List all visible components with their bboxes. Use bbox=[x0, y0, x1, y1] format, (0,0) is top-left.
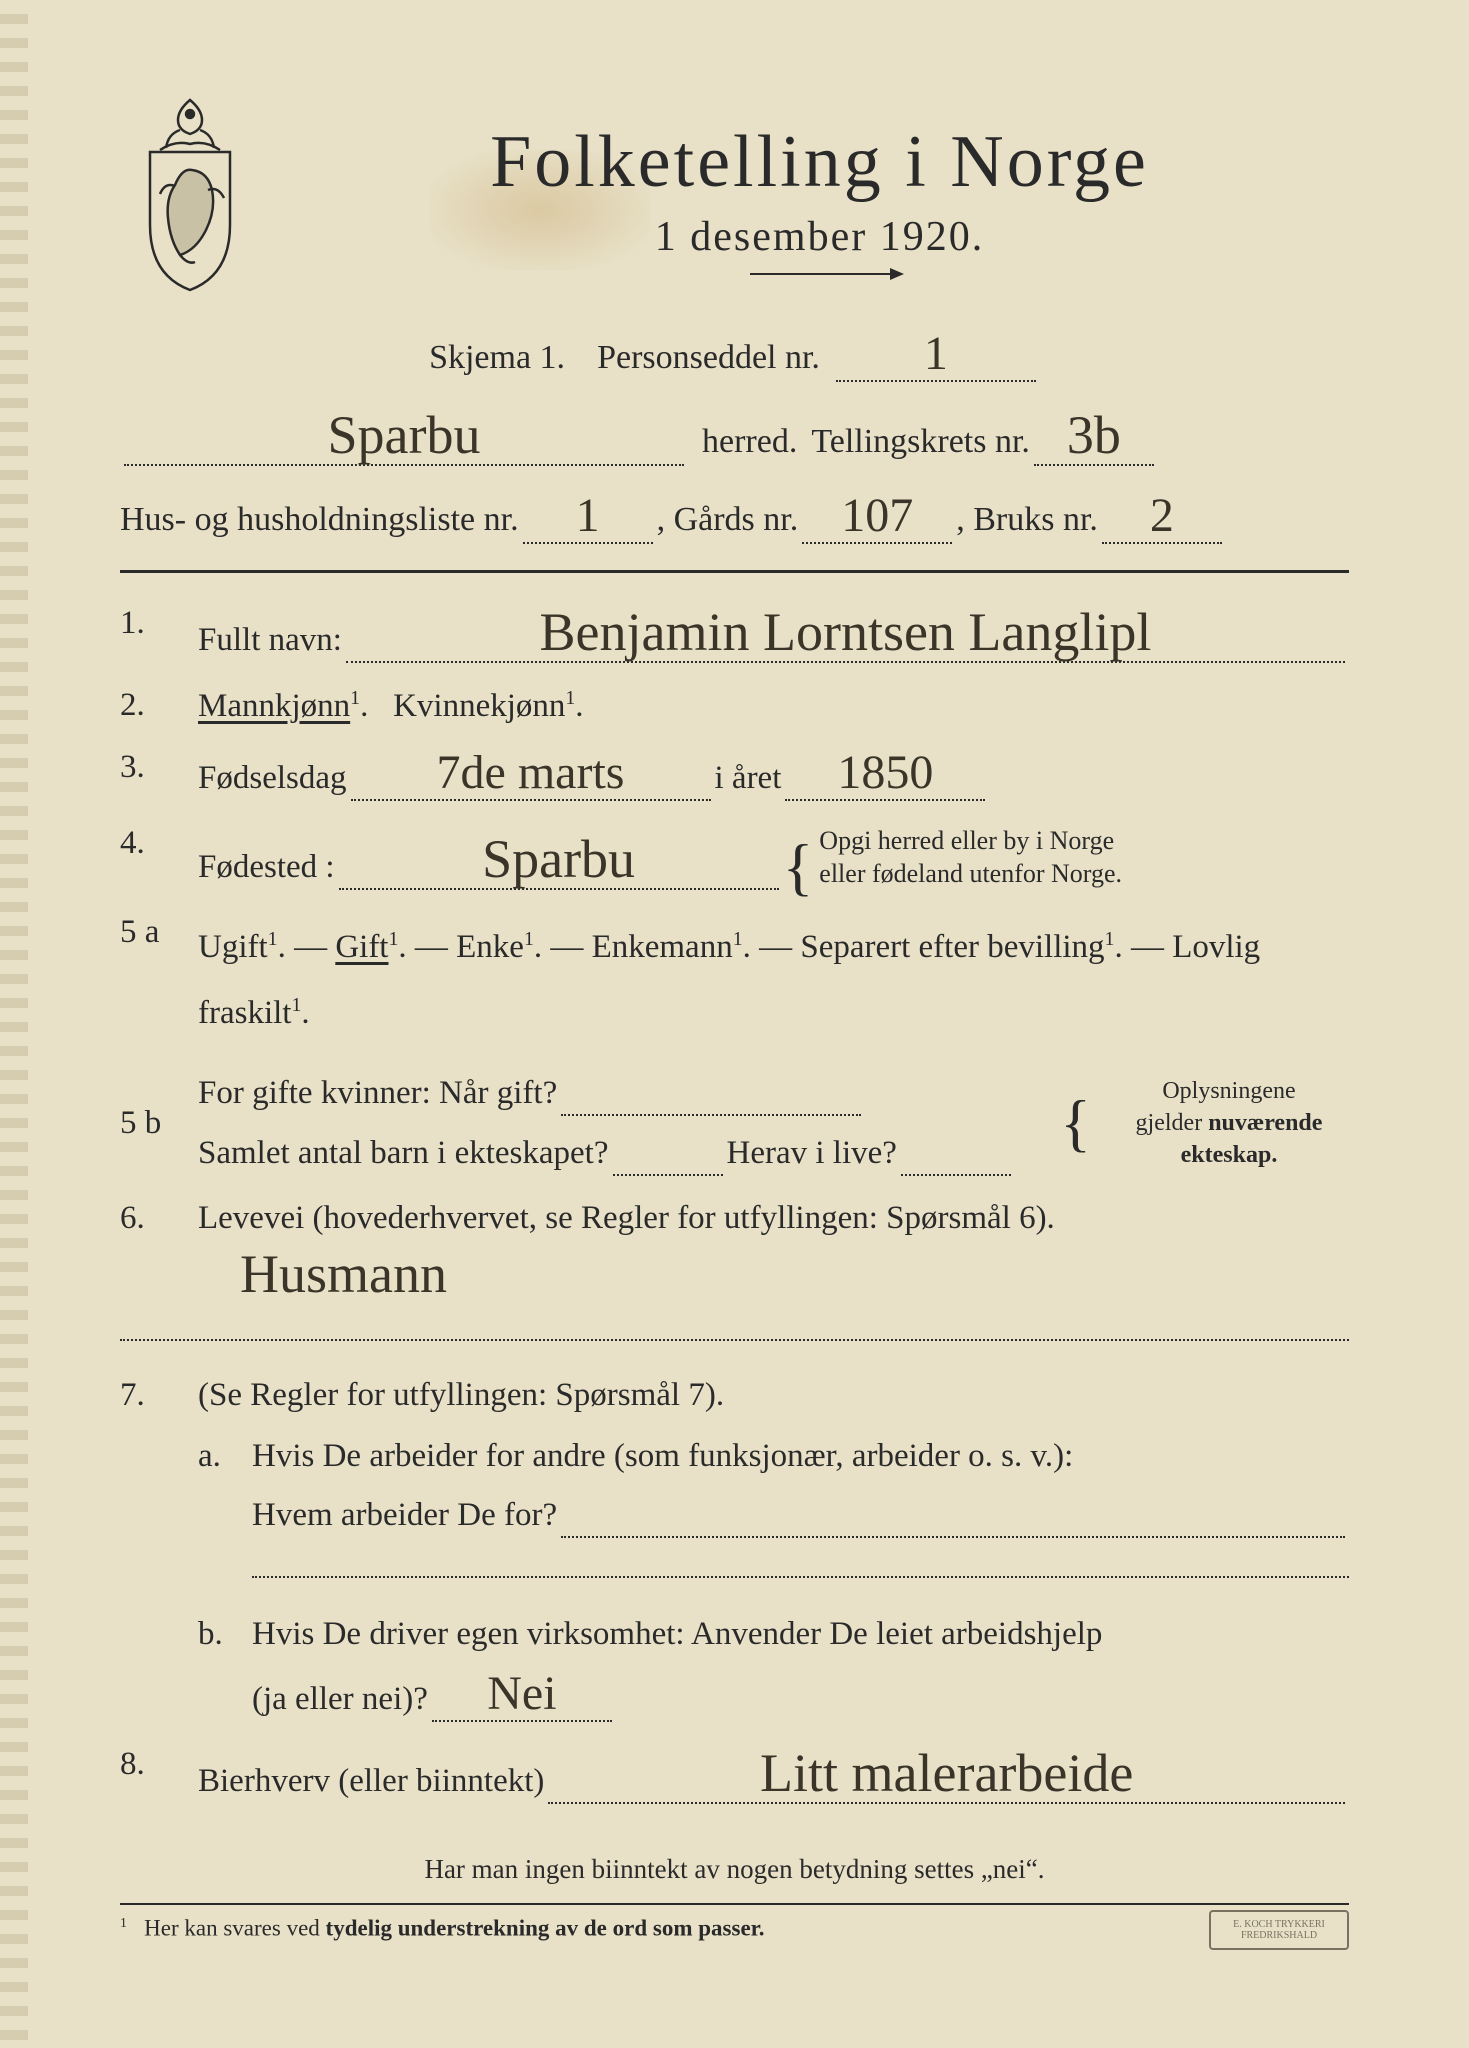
q2: 2. Mannkjønn1. Kvinnekjønn1. bbox=[120, 687, 1349, 725]
q7b-letter: b. bbox=[198, 1606, 242, 1722]
hushold-label: Hus- og husholdningsliste nr. bbox=[120, 496, 519, 544]
q4-note-l2: eller fødeland utenfor Norge. bbox=[819, 859, 1122, 888]
q2-kvinne: Kvinnekjønn bbox=[393, 688, 565, 724]
gards-nr: 107 bbox=[841, 492, 913, 542]
personseddel-nr: 1 bbox=[924, 330, 948, 380]
q7-num: 7. bbox=[120, 1377, 180, 1414]
q5b-l2a: Samlet antal barn i ekteskapet? bbox=[198, 1130, 609, 1176]
q4-num: 4. bbox=[120, 825, 180, 862]
q3-year-value: 1850 bbox=[837, 749, 933, 799]
q1-num: 1. bbox=[120, 605, 180, 642]
q2-mann: Mannkjønn bbox=[198, 688, 350, 724]
footnotes: Har man ingen biinntekt av nogen betydni… bbox=[120, 1854, 1349, 1942]
hushold-nr: 1 bbox=[576, 492, 600, 542]
form-meta: Skjema 1. Personseddel nr. 1 Sparbu herr… bbox=[120, 330, 1349, 544]
title-divider bbox=[750, 273, 890, 275]
q8-value: Litt malerarbeide bbox=[760, 1746, 1133, 1802]
main-title: Folketelling i Norge bbox=[290, 120, 1349, 205]
q5a-option: Gift bbox=[335, 929, 388, 965]
q4-label: Fødested : bbox=[198, 844, 335, 890]
q7b-l1: Hvis De driver egen virksomhet: Anvender… bbox=[252, 1606, 1349, 1664]
q8: 8. Bierhverv (eller biinntekt) Litt male… bbox=[120, 1746, 1349, 1804]
bruks-nr: 2 bbox=[1150, 492, 1174, 542]
q3-year-label: i året bbox=[715, 755, 782, 801]
q7b-value: Nei bbox=[487, 1670, 556, 1720]
dotted-line bbox=[120, 1339, 1349, 1341]
q5a-option: Enkemann bbox=[592, 929, 733, 965]
q3: 3. Fødselsdag 7de marts i året 1850 bbox=[120, 749, 1349, 801]
q1-label: Fullt navn: bbox=[198, 617, 342, 663]
footnote-rule bbox=[120, 1903, 1349, 1905]
tellingskrets-label: Tellingskrets nr. bbox=[811, 418, 1030, 466]
q7: 7. (Se Regler for utfyllingen: Spørsmål … bbox=[120, 1377, 1349, 1722]
brace-icon: { bbox=[1060, 1101, 1091, 1146]
q5a: 5 a Ugift1. — Gift1. — Enke1. — Enkemann… bbox=[120, 914, 1349, 1046]
herred-value: Sparbu bbox=[328, 408, 481, 464]
footnote-2: 1 Her kan svares ved tydelig understrekn… bbox=[120, 1915, 1349, 1942]
dotted-line bbox=[252, 1576, 1349, 1578]
q5a-option: Separert efter bevilling bbox=[800, 929, 1104, 965]
bruks-label: Bruks nr. bbox=[973, 496, 1098, 544]
q7a-letter: a. bbox=[198, 1428, 242, 1578]
q8-num: 8. bbox=[120, 1746, 180, 1783]
tellingskrets-nr: 3b bbox=[1067, 408, 1121, 464]
q2-num: 2. bbox=[120, 687, 180, 724]
skjema-label: Skjema 1. bbox=[429, 334, 565, 382]
perforation-edge bbox=[0, 0, 28, 2048]
q5b-l1: For gifte kvinner: Når gift? bbox=[198, 1070, 557, 1116]
q5a-num: 5 a bbox=[120, 914, 180, 951]
printer-stamp: E. KOCH TRYKKERI FREDRIKSHALD bbox=[1209, 1910, 1349, 1950]
questions: 1. Fullt navn: Benjamin Lorntsen Langlip… bbox=[120, 605, 1349, 1804]
q1: 1. Fullt navn: Benjamin Lorntsen Langlip… bbox=[120, 605, 1349, 663]
q5b-l2b: Herav i live? bbox=[727, 1130, 897, 1176]
q5a-option: Enke bbox=[456, 929, 524, 965]
q7a-l2: Hvem arbeider De for? bbox=[252, 1492, 557, 1538]
q8-label: Bierhverv (eller biinntekt) bbox=[198, 1758, 544, 1804]
footnote-1: Har man ingen biinntekt av nogen betydni… bbox=[120, 1854, 1349, 1885]
q5a-options: Ugift1. — Gift1. — Enke1. — Enkemann1. —… bbox=[198, 914, 1349, 1046]
personseddel-label: Personseddel nr. bbox=[597, 334, 820, 382]
q4-note-l1: Opgi herred eller by i Norge bbox=[819, 826, 1114, 855]
q6-num: 6. bbox=[120, 1200, 180, 1237]
q5b-note: Oplysningene gjelder nuværende ekteskap. bbox=[1109, 1075, 1349, 1172]
herred-label: herred. bbox=[702, 418, 797, 466]
q6: 6. Levevei (hovederhvervet, se Regler fo… bbox=[120, 1200, 1349, 1341]
q3-num: 3. bbox=[120, 749, 180, 786]
census-form-page: Folketelling i Norge 1 desember 1920. Sk… bbox=[50, 50, 1419, 1998]
brace-icon: { bbox=[783, 845, 814, 890]
q5b-num: 5 b bbox=[120, 1105, 180, 1142]
q3-label: Fødselsdag bbox=[198, 755, 347, 801]
q4: 4. Fødested : Sparbu { Opgi herred eller… bbox=[120, 825, 1349, 890]
q4-value: Sparbu bbox=[482, 832, 635, 888]
subtitle: 1 desember 1920. bbox=[290, 213, 1349, 261]
q7-label: (Se Regler for utfyllingen: Spørsmål 7). bbox=[198, 1377, 1349, 1414]
title-block: Folketelling i Norge 1 desember 1920. bbox=[290, 90, 1349, 275]
coat-of-arms-icon bbox=[120, 90, 260, 300]
q5b: 5 b For gifte kvinner: Når gift? Samlet … bbox=[120, 1070, 1349, 1176]
q7b-l2: (ja eller nei)? bbox=[252, 1676, 428, 1722]
q5a-option: Ugift bbox=[198, 929, 268, 965]
q6-value: Husmann bbox=[240, 1244, 447, 1306]
q7a-l1: Hvis De arbeider for andre (som funksjon… bbox=[252, 1428, 1349, 1486]
section-divider bbox=[120, 570, 1349, 573]
header: Folketelling i Norge 1 desember 1920. bbox=[120, 90, 1349, 300]
q3-day-value: 7de marts bbox=[437, 749, 625, 799]
gards-label: Gårds nr. bbox=[674, 496, 799, 544]
q1-value: Benjamin Lorntsen Langlipl bbox=[540, 605, 1152, 661]
q6-label: Levevei (hovederhvervet, se Regler for u… bbox=[198, 1200, 1349, 1237]
